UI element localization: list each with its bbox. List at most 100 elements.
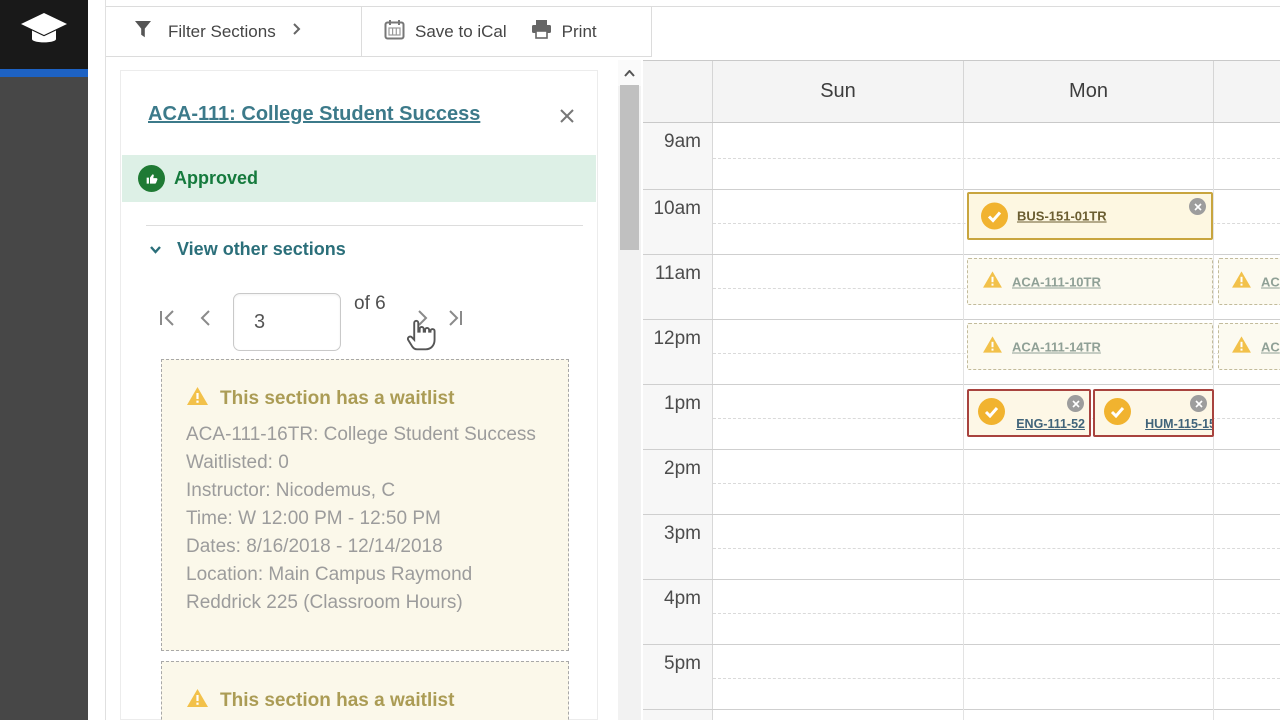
time-label: 5pm <box>664 653 701 674</box>
time-label: 11am <box>654 263 701 284</box>
warning-triangle-icon <box>186 688 209 713</box>
event-aca-111-14tr[interactable]: ACA-111-14TR <box>967 323 1213 370</box>
time-label: 4pm <box>664 588 701 609</box>
course-detail-panel: ACA-111: College Student Success Approve… <box>120 70 598 720</box>
event-label: AC <box>1261 274 1280 289</box>
page-count-label: of 6 <box>354 293 386 314</box>
hour-row: 5pm <box>643 645 1280 710</box>
course-title-link[interactable]: ACA-111: College Student Success <box>148 103 481 125</box>
last-page-button[interactable] <box>444 307 466 334</box>
section-location-line: Location: Main Campus Raymond Reddrick 2… <box>186 564 473 613</box>
half-hour-line <box>713 483 1280 484</box>
view-other-sections-toggle[interactable]: View other sections <box>149 239 346 260</box>
panel-scrollbar[interactable] <box>618 60 641 720</box>
approved-check-icon <box>978 398 1005 425</box>
waitlist-warning-row: This section has a waitlist <box>186 386 544 411</box>
chevron-right-icon <box>292 22 301 41</box>
hour-row <box>643 710 1280 720</box>
graduation-cap-icon <box>18 10 70 59</box>
day-header-mon: Mon <box>963 61 1213 122</box>
warning-triangle-icon <box>982 335 1003 358</box>
page-number-input[interactable] <box>233 293 341 351</box>
section-details: ACA-111-16TR: College Student Success Wa… <box>186 421 544 617</box>
section-course-line: ACA-111-16TR: College Student Success <box>186 424 536 445</box>
printer-icon <box>531 19 552 44</box>
waitlist-warning-label: This section has a waitlist <box>220 689 455 711</box>
remove-event-icon[interactable] <box>1189 198 1206 215</box>
previous-page-button[interactable] <box>195 307 217 334</box>
half-hour-line <box>713 678 1280 679</box>
close-panel-icon[interactable] <box>558 107 578 127</box>
event-clipped-tue-12pm[interactable]: AC <box>1218 323 1280 370</box>
rail-body <box>0 77 88 720</box>
section-instructor-line: Instructor: Nicodemus, C <box>186 480 396 501</box>
divider <box>146 225 583 226</box>
time-gutter-header <box>643 61 713 122</box>
section-pager: of 6 <box>121 281 599 351</box>
event-hum-115-15[interactable]: HUM-115-15 <box>1093 389 1214 437</box>
half-hour-line <box>713 158 1280 159</box>
event-label: HUM-115-15 <box>1145 417 1214 431</box>
day-header-sun: Sun <box>820 80 856 102</box>
warning-triangle-icon <box>982 270 1003 293</box>
time-label: 3pm <box>664 523 701 544</box>
waitlist-warning-label: This section has a waitlist <box>220 387 455 409</box>
home-button[interactable] <box>0 0 88 69</box>
content-left-border <box>105 0 106 720</box>
calendar-header: Sun Mon <box>643 60 1280 123</box>
event-clipped-tue-11am[interactable]: AC <box>1218 258 1280 305</box>
chevron-down-icon <box>149 241 162 259</box>
section-waitlisted-line: Waitlisted: 0 <box>186 452 289 473</box>
event-label: BUS-151-01TR <box>1017 208 1107 224</box>
first-page-button[interactable] <box>157 307 179 334</box>
remove-event-icon[interactable] <box>1190 395 1207 412</box>
day-header-stub <box>1213 61 1280 122</box>
rail-accent-stripe <box>0 69 88 77</box>
approved-check-icon <box>1104 398 1131 425</box>
calendar-icon <box>384 19 405 45</box>
approved-check-icon <box>981 202 1008 230</box>
remove-event-icon[interactable] <box>1067 395 1084 412</box>
waitlist-warning-row: This section has a waitlist <box>186 688 544 713</box>
time-label: 9am <box>664 131 701 152</box>
hour-row: 9am <box>643 123 1280 190</box>
event-eng-111-52[interactable]: ENG-111-52 <box>967 389 1091 437</box>
time-label: 10am <box>653 198 701 219</box>
time-label: 2pm <box>664 458 701 479</box>
section-card[interactable]: This section has a waitlist ACA-111-16TR… <box>161 359 569 651</box>
section-card[interactable]: This section has a waitlist <box>161 661 569 720</box>
half-hour-line <box>713 548 1280 549</box>
weekly-schedule-calendar: Sun Mon 9am 10am 11am 12pm 1pm <box>643 60 1280 720</box>
hour-row: 4pm <box>643 580 1280 645</box>
event-bus-151-01tr[interactable]: BUS-151-01TR <box>967 192 1213 240</box>
mouse-cursor-pointer-icon <box>404 314 438 352</box>
view-other-sections-label: View other sections <box>177 239 346 259</box>
print-button[interactable]: Print <box>531 19 597 44</box>
section-dates-line: Dates: 8/16/2018 - 12/14/2018 <box>186 536 443 557</box>
hour-row: 2pm <box>643 450 1280 515</box>
print-label: Print <box>561 21 597 41</box>
save-to-ical-label: Save to iCal <box>415 21 507 41</box>
event-label: ACA-111-14TR <box>1012 339 1101 354</box>
event-label: ENG-111-52 <box>1016 417 1085 431</box>
warning-triangle-icon <box>186 386 209 411</box>
scroll-up-button[interactable] <box>618 60 641 86</box>
warning-triangle-icon <box>1231 270 1252 293</box>
time-gutter <box>643 123 713 720</box>
hour-row: 3pm <box>643 515 1280 580</box>
event-label: AC <box>1261 339 1280 354</box>
status-label: Approved <box>174 168 259 188</box>
warning-triangle-icon <box>1231 335 1252 358</box>
filter-sections-button[interactable]: Filter Sections <box>106 7 362 57</box>
scrollbar-thumb[interactable] <box>620 85 639 250</box>
time-label: 1pm <box>664 393 701 414</box>
export-group: Save to iCal Print <box>362 7 652 57</box>
schedule-toolbar: Filter Sections Save to iCal <box>106 6 1280 57</box>
filter-sections-label: Filter Sections <box>168 21 276 41</box>
column-divider <box>963 123 964 720</box>
save-to-ical-button[interactable]: Save to iCal <box>384 19 507 45</box>
toolbar-spacer <box>652 7 1280 57</box>
event-aca-111-10tr[interactable]: ACA-111-10TR <box>967 258 1213 305</box>
next-page-button[interactable] <box>411 307 433 334</box>
